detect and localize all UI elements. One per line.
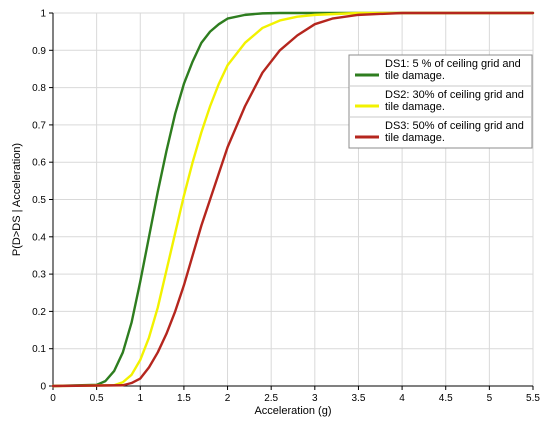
- x-tick-label: 5: [487, 393, 493, 404]
- x-tick-label: 3: [312, 393, 318, 404]
- legend-label-ds3: DS3: 50% of ceiling grid and: [385, 120, 524, 132]
- x-tick-label: 5.5: [526, 393, 540, 404]
- series-line-ds2: [51, 11, 535, 388]
- tick-labels: 0 0.1 0.2 0.3 0.4 0.5 0.6 0.7 0.8 0.9 1 0 0.5 1 1.5 2 2.…: [32, 9, 540, 405]
- y-tick-label: 1: [40, 9, 46, 20]
- x-axis-label: Acceleration (g): [254, 405, 331, 417]
- x-tick-label: 3.5: [352, 393, 366, 404]
- series-line-ds1: [51, 11, 535, 388]
- x-tick-label: 1.5: [177, 393, 191, 404]
- y-tick-label: 0.9: [32, 46, 46, 57]
- x-tick-label: 1: [137, 393, 143, 404]
- y-axis-label: P(D>DS | Acceleration): [11, 143, 23, 256]
- legend-label-ds3: tile damage.: [385, 132, 445, 144]
- y-tick-label: 0.1: [32, 344, 46, 355]
- y-tick-label: 0.4: [32, 232, 46, 243]
- y-tick-label: 0.3: [32, 270, 46, 281]
- x-tick-label: 4: [399, 393, 405, 404]
- y-tick-label: 0.7: [32, 120, 46, 131]
- x-tick-label: 0.5: [90, 393, 104, 404]
- legend-box: [348, 54, 533, 149]
- legend-label-ds2: tile damage.: [385, 101, 445, 113]
- legend-label-ds1: tile damage.: [385, 70, 445, 82]
- y-tick-label: 0.2: [32, 307, 46, 318]
- x-tick-label: 2.5: [264, 393, 278, 404]
- x-tick-label: 4.5: [439, 393, 453, 404]
- axes: [49, 12, 534, 390]
- y-tick-label: 0: [40, 382, 46, 393]
- legend-label-ds2: DS2: 30% of ceiling grid and: [385, 89, 524, 101]
- y-tick-label: 0.5: [32, 195, 46, 206]
- x-tick-label: 2: [225, 393, 231, 404]
- series-lines: [51, 11, 535, 388]
- y-tick-label: 0.6: [32, 158, 46, 169]
- y-tick-label: 0.8: [32, 83, 46, 94]
- series-line-ds3: [51, 11, 535, 388]
- legend-label-ds1: DS1: 5 % of ceiling grid and: [385, 58, 521, 70]
- x-tick-label: 0: [50, 393, 56, 404]
